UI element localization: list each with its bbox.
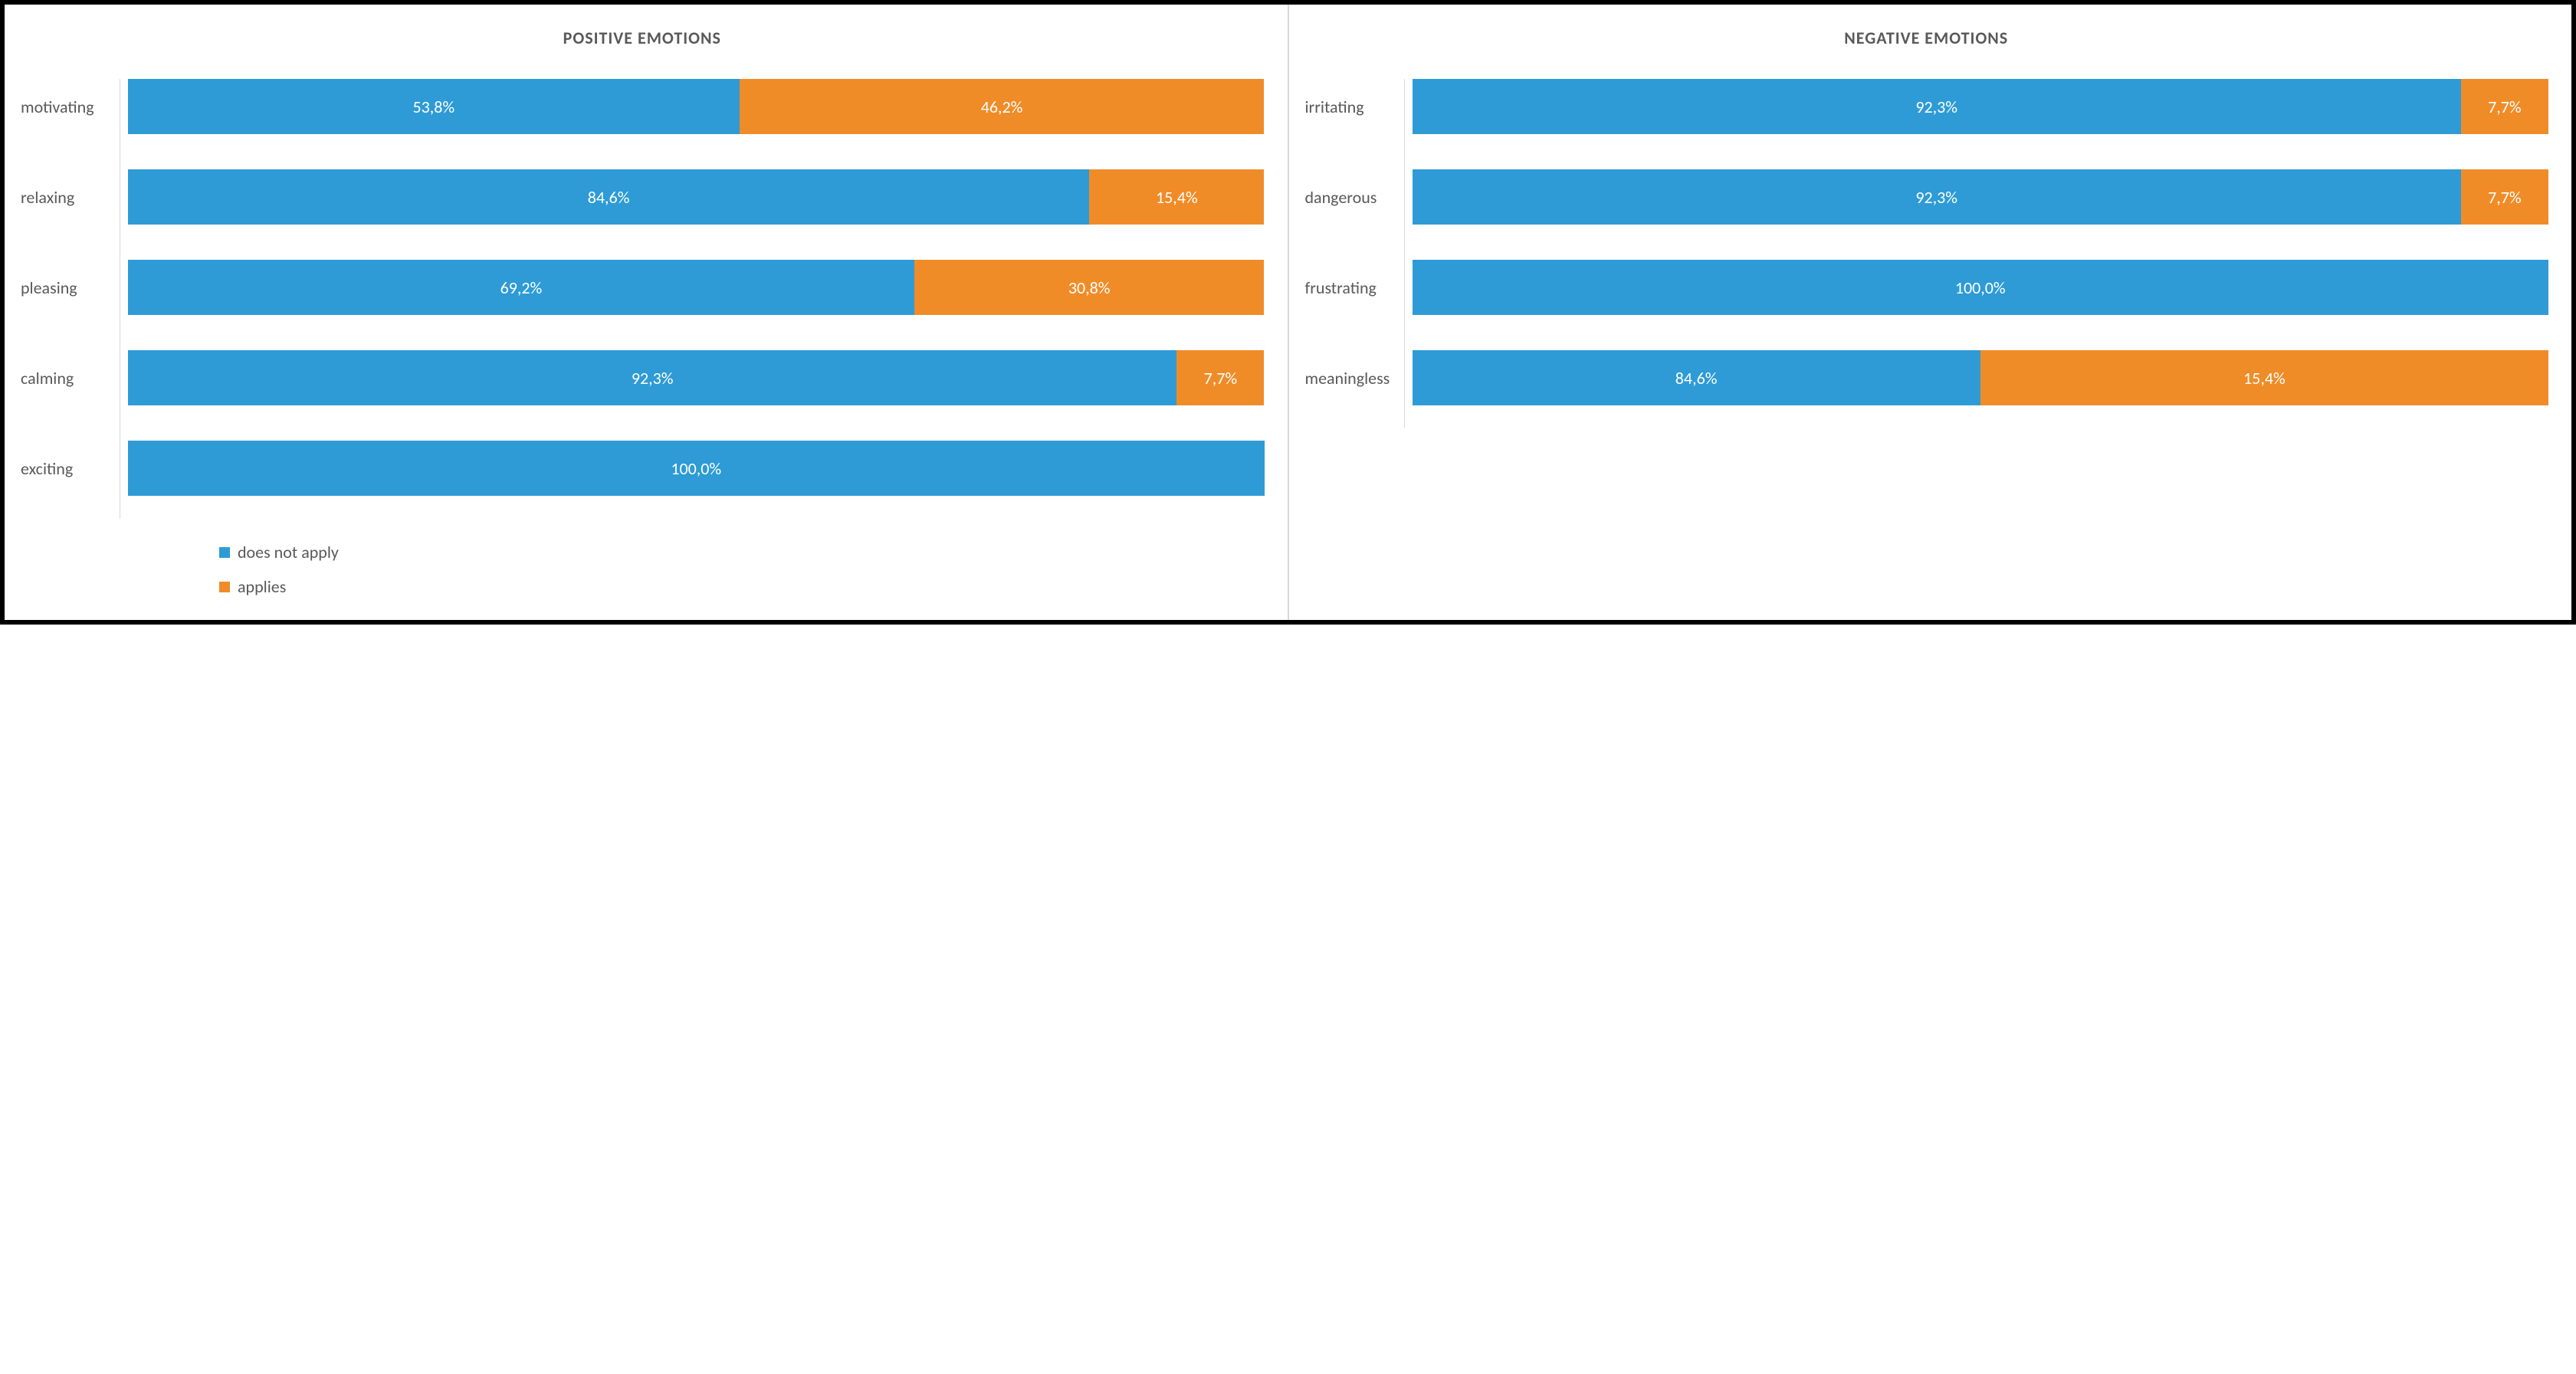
bar-track: 84,6%15,4% xyxy=(1413,350,2549,405)
category-label: dangerous xyxy=(1305,187,1405,208)
bar-row: meaningless84,6%15,4% xyxy=(1413,350,2549,405)
category-label: exciting xyxy=(21,458,120,479)
bar-row: exciting100,0% xyxy=(128,441,1265,496)
legend-label: does not apply xyxy=(238,542,339,562)
bar-track: 84,6%15,4% xyxy=(128,169,1265,225)
category-label: frustrating xyxy=(1305,277,1405,298)
category-label: irritating xyxy=(1305,97,1405,117)
segment-does-not-apply: 92,3% xyxy=(128,350,1176,405)
bar-track: 92,3%7,7% xyxy=(1413,79,2549,134)
segment-does-not-apply: 92,3% xyxy=(1413,169,2461,225)
bar-track: 92,3%7,7% xyxy=(128,350,1265,405)
bar-row: relaxing84,6%15,4% xyxy=(128,169,1265,225)
panel-title: NEGATIVE EMOTIONS xyxy=(1304,28,2549,48)
bar-track: 69,2%30,8% xyxy=(128,260,1265,315)
legend-swatch xyxy=(219,582,230,592)
bar-track: 100,0% xyxy=(128,441,1265,496)
legend-item: does not apply xyxy=(219,542,1265,562)
segment-does-not-apply: 84,6% xyxy=(1413,350,1980,405)
category-label: relaxing xyxy=(21,187,120,208)
segment-applies: 30,8% xyxy=(914,260,1265,315)
bar-row: irritating92,3%7,7% xyxy=(1413,79,2549,134)
bar-track: 92,3%7,7% xyxy=(1413,169,2549,225)
bar-row: dangerous92,3%7,7% xyxy=(1413,169,2549,225)
category-label: pleasing xyxy=(21,277,120,298)
panel-positive: POSITIVE EMOTIONS motivating53,8%46,2%re… xyxy=(5,5,1288,620)
segment-does-not-apply: 69,2% xyxy=(128,260,914,315)
bar-row: pleasing69,2%30,8% xyxy=(128,260,1265,315)
chart-container: POSITIVE EMOTIONS motivating53,8%46,2%re… xyxy=(0,0,2576,625)
segment-does-not-apply: 53,8% xyxy=(128,79,740,134)
segment-does-not-apply: 92,3% xyxy=(1413,79,2461,134)
bar-row: frustrating100,0% xyxy=(1413,260,2549,315)
segment-applies: 7,7% xyxy=(2461,79,2548,134)
segment-applies: 7,7% xyxy=(1176,350,1264,405)
chart-area: motivating53,8%46,2% relaxing84,6%15,4% pl… xyxy=(120,79,1265,519)
segment-does-not-apply: 84,6% xyxy=(128,169,1089,225)
segment-applies: 46,2% xyxy=(740,79,1265,134)
chart-area: irritating92,3%7,7% dangerous92,3%7,7% fru… xyxy=(1404,79,2549,428)
bar-row: motivating53,8%46,2% xyxy=(128,79,1265,134)
bar-track: 100,0% xyxy=(1413,260,2549,315)
segment-does-not-apply: 100,0% xyxy=(128,441,1265,496)
segment-does-not-apply: 100,0% xyxy=(1413,260,2549,315)
legend-item: applies xyxy=(219,576,1265,597)
category-label: meaningless xyxy=(1305,368,1405,389)
segment-applies: 15,4% xyxy=(1089,169,1264,225)
bar-track: 53,8%46,2% xyxy=(128,79,1265,134)
panel-negative: NEGATIVE EMOTIONS irritating92,3%7,7%dan… xyxy=(1288,5,2572,620)
panel-title: POSITIVE EMOTIONS xyxy=(20,28,1265,48)
category-label: calming xyxy=(21,368,120,389)
segment-applies: 7,7% xyxy=(2461,169,2548,225)
category-label: motivating xyxy=(21,97,120,117)
bar-row: calming92,3%7,7% xyxy=(128,350,1265,405)
legend: does not apply applies xyxy=(219,542,1265,597)
segment-applies: 15,4% xyxy=(1980,350,2548,405)
legend-label: applies xyxy=(238,576,286,597)
legend-swatch xyxy=(219,547,230,558)
